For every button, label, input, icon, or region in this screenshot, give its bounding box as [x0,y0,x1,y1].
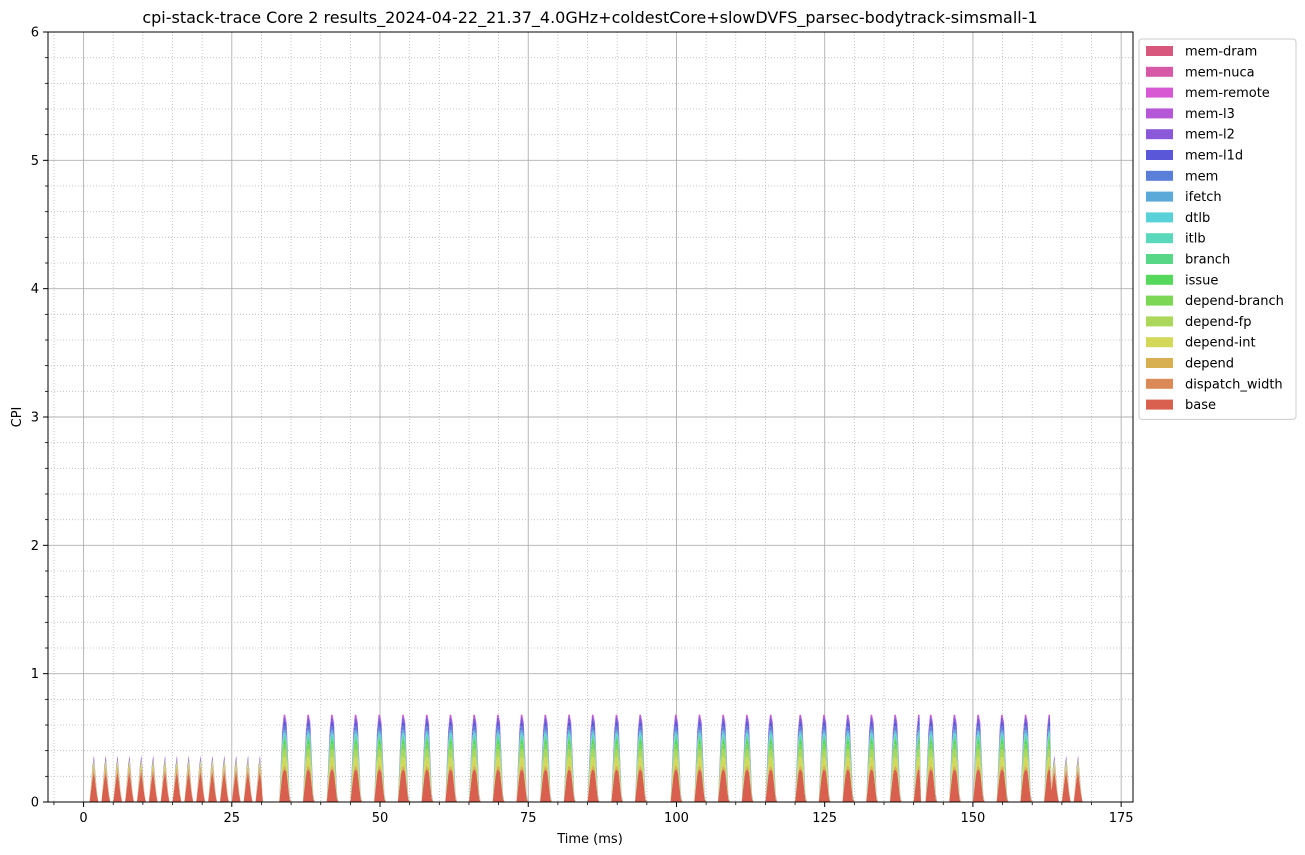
y-tick-label: 3 [31,411,39,426]
legend-label-issue: issue [1185,273,1218,288]
area-series-base [83,769,1092,802]
legend-swatch-mem-l3 [1146,108,1173,119]
legend-swatch-dtlb [1146,212,1173,223]
legend-swatch-ifetch [1146,191,1173,202]
legend-box [1138,38,1297,420]
legend-label-depend-int: depend-int [1185,336,1256,351]
legend-label-mem-dram: mem-dram [1185,45,1257,60]
legend-swatch-itlb [1146,233,1173,244]
y-axis-label: CPI [10,407,25,428]
axis-ticks: 0 25 50 75 100 125 150 175 0 1 2 3 4 5 6 [31,26,1134,827]
legend-swatch-issue [1146,274,1173,285]
x-tick-label: 175 [1109,811,1134,826]
y-tick-label: 6 [31,26,39,41]
legend-swatch-depend [1146,358,1173,368]
legend-label-mem-l3: mem-l3 [1185,107,1235,122]
y-tick-label: 4 [31,282,39,297]
x-axis-label: Time (ms) [556,832,623,847]
legend-label-mem-l1d: mem-l1d [1185,149,1243,164]
legend-swatch-mem-remote [1146,87,1173,98]
legend-swatch-mem-l1d [1146,150,1173,160]
legend-label-mem-nuca: mem-nuca [1185,65,1255,80]
legend-swatch-depend-fp [1146,316,1173,327]
legend-label-branch: branch [1185,253,1230,268]
x-tick-label: 75 [520,811,537,826]
legend-label-base: base [1185,398,1216,413]
legend-label-ifetch: ifetch [1185,190,1222,205]
legend-label-dtlb: dtlb [1185,211,1210,226]
legend-swatch-mem-nuca [1146,66,1173,77]
legend-label-dispatch_width: dispatch_width [1185,377,1283,392]
stacked-area-series [83,714,1092,802]
x-tick-label: 25 [224,811,241,826]
legend-swatch-depend-branch [1146,295,1173,306]
legend-swatch-base [1146,399,1173,410]
x-tick-label: 150 [961,811,986,826]
legend-label-itlb: itlb [1185,232,1206,247]
y-tick-label: 2 [31,539,39,554]
legend-swatch-mem [1146,170,1173,181]
legend: mem-dram mem-nuca mem-remote mem-l3 mem-l2 me… [1138,38,1297,420]
legend-swatch-depend-int [1146,337,1173,348]
legend-label-mem-l2: mem-l2 [1185,128,1235,143]
legend-swatch-dispatch_width [1146,378,1173,389]
x-tick-label: 125 [812,811,837,826]
x-tick-label: 50 [372,811,389,826]
legend-label-mem: mem [1185,169,1218,184]
grid [48,31,1133,803]
legend-label-depend-branch: depend-branch [1185,294,1284,309]
chart-title: cpi-stack-trace Core 2 results_2024-04-2… [142,8,1037,28]
legend-label-mem-remote: mem-remote [1185,86,1270,101]
y-tick-label: 5 [31,154,39,169]
legend-swatch-mem-l2 [1146,129,1173,140]
legend-label-depend-fp: depend-fp [1185,315,1252,330]
legend-swatch-branch [1146,254,1173,264]
legend-swatch-mem-dram [1146,46,1173,56]
x-tick-label: 0 [79,811,87,826]
legend-label-depend: depend [1185,357,1234,372]
y-tick-label: 1 [31,667,39,682]
x-tick-label: 100 [664,811,689,826]
y-tick-label: 0 [31,796,39,811]
